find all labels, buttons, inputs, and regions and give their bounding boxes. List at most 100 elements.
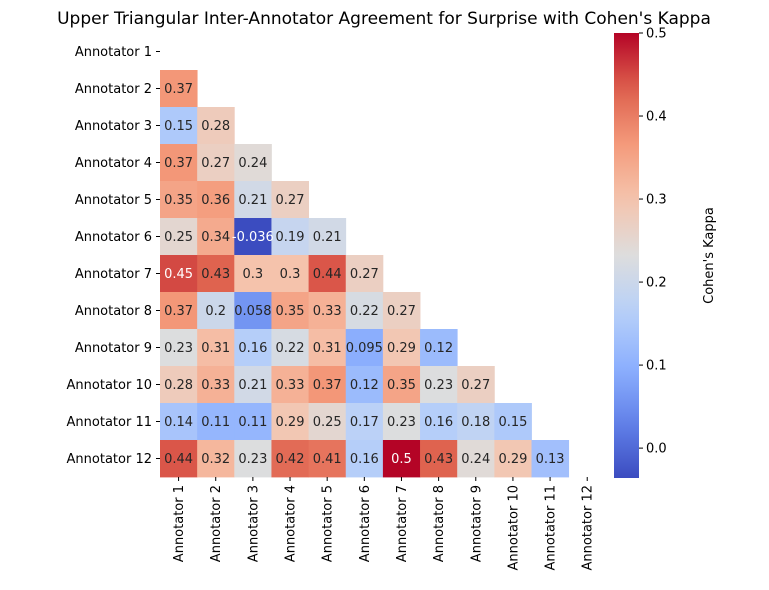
row-tick-label: Annotator 10 (67, 378, 152, 393)
heatmap-cell (234, 292, 272, 330)
cell-value-label: 0.37 (164, 156, 193, 171)
heatmap-cell (308, 292, 347, 330)
cell-value-label: 0.18 (461, 415, 490, 430)
heatmap-cell (308, 440, 347, 478)
cell-value-label: 0.21 (313, 230, 342, 245)
cell-value-label: 0.33 (276, 378, 305, 393)
heatmap-cell (345, 292, 384, 330)
cell-value-label: 0.35 (387, 378, 416, 393)
cell-value-label: 0.11 (201, 415, 230, 430)
heatmap-cell (197, 218, 235, 256)
column-tick-label: Annotator 7 (395, 485, 410, 562)
column-tick-label: Annotator 3 (246, 485, 261, 562)
heatmap-cell (197, 366, 235, 404)
row-tick-label: Annotator 11 (67, 415, 152, 430)
heatmap-cell (197, 329, 235, 367)
heatmap-cell (382, 329, 421, 367)
column-tick-label: Annotator 10 (506, 485, 521, 570)
cell-value-label: 0.25 (164, 230, 193, 245)
column-tick-label: Annotator 8 (432, 485, 447, 562)
cell-value-label: 0.33 (201, 378, 230, 393)
cell-value-label: 0.22 (276, 341, 305, 356)
heatmap-cell (345, 255, 384, 293)
heatmap-cell (197, 255, 235, 293)
cell-value-label: 0.27 (350, 267, 379, 282)
heatmap-cell (271, 255, 309, 293)
heatmap-cell (160, 181, 198, 219)
cell-value-label: 0.16 (350, 452, 379, 467)
heatmap-cell (234, 255, 272, 293)
cell-value-label: 0.36 (201, 193, 230, 208)
cell-value-label: 0.37 (313, 378, 342, 393)
cell-value-label: 0.37 (164, 304, 193, 319)
cell-value-label: 0.3 (280, 267, 301, 282)
heatmap-cell (197, 144, 235, 182)
cell-value-label: 0.31 (201, 341, 230, 356)
heatmap-cell (160, 366, 198, 404)
heatmap-cell (271, 292, 309, 330)
row-labels: Annotator 1 Annotator 2 Annotator 3 Annotat… (67, 45, 160, 467)
column-tick-label: Annotator 2 (209, 485, 224, 562)
heatmap-cell (382, 440, 421, 478)
cell-value-label: 0.27 (276, 193, 305, 208)
cell-value-label: 0.2 (205, 304, 226, 319)
cell-value-label: 0.21 (238, 378, 267, 393)
heatmap-cell (345, 366, 384, 404)
heatmap-cell (197, 403, 235, 441)
cell-value-label: 0.27 (387, 304, 416, 319)
heatmap-cell (160, 255, 198, 293)
heatmap-cell (160, 403, 198, 441)
heatmap-cell (457, 440, 495, 478)
cell-value-label: 0.27 (461, 378, 490, 393)
heatmap-cell (345, 403, 384, 441)
cell-value-label: 0.43 (424, 452, 453, 467)
cell-value-label: 0.28 (201, 119, 230, 134)
heatmap-cell (308, 329, 347, 367)
cell-value-label: 0.058 (234, 304, 271, 319)
cell-value-label: 0.33 (313, 304, 342, 319)
heatmap-cell (308, 366, 347, 404)
heatmap-cell (382, 292, 421, 330)
colorbar-label: Cohen's Kappa (702, 207, 717, 304)
cell-value-label: 0.23 (424, 378, 453, 393)
cell-value-label: 0.24 (238, 156, 267, 171)
heatmap-cell (345, 329, 384, 367)
cell-value-label: 0.24 (461, 452, 490, 467)
column-tick-label: Annotator 6 (358, 485, 373, 562)
heatmap-cell (234, 403, 272, 441)
cell-value-label: 0.29 (276, 415, 305, 430)
column-tick-label: Annotator 5 (321, 485, 336, 562)
cell-value-label: 0.25 (313, 415, 342, 430)
cell-value-label: 0.16 (424, 415, 453, 430)
cell-value-label: 0.44 (313, 267, 342, 282)
row-tick-label: Annotator 1 (75, 45, 152, 60)
heatmap-cell (160, 144, 198, 182)
colorbar: 0.5 0.4 0.3 0.2 0.1 0.0 Cohen's Kappa (614, 27, 717, 478)
heatmap-cell (197, 107, 235, 145)
column-tick-label: Annotator 12 (581, 485, 596, 570)
cell-value-label: 0.35 (276, 304, 305, 319)
row-tick-label: Annotator 2 (75, 82, 152, 97)
heatmap-cell (234, 366, 272, 404)
heatmap-cell (160, 107, 198, 145)
cell-value-label: 0.42 (276, 452, 305, 467)
heatmap-cell (494, 440, 532, 478)
cell-value-label: 0.28 (164, 378, 193, 393)
cell-value-label: 0.12 (350, 378, 379, 393)
heatmap-cell (160, 440, 198, 478)
heatmap-cell (420, 366, 458, 404)
cell-value-label: 0.23 (238, 452, 267, 467)
colorbar-gradient (614, 33, 639, 478)
heatmap-cell (197, 292, 235, 330)
heatmap-cell (457, 403, 495, 441)
cell-value-label: 0.29 (387, 341, 416, 356)
cell-value-label: 0.37 (164, 82, 193, 97)
cell-value-label: 0.29 (498, 452, 527, 467)
cell-value-label: 0.12 (424, 341, 453, 356)
colorbar-tick-label: 0.5 (646, 27, 667, 42)
heatmap-cell (234, 440, 272, 478)
row-tick-label: Annotator 8 (75, 304, 152, 319)
heatmap-cell (531, 440, 570, 478)
heatmap-cell (271, 403, 309, 441)
